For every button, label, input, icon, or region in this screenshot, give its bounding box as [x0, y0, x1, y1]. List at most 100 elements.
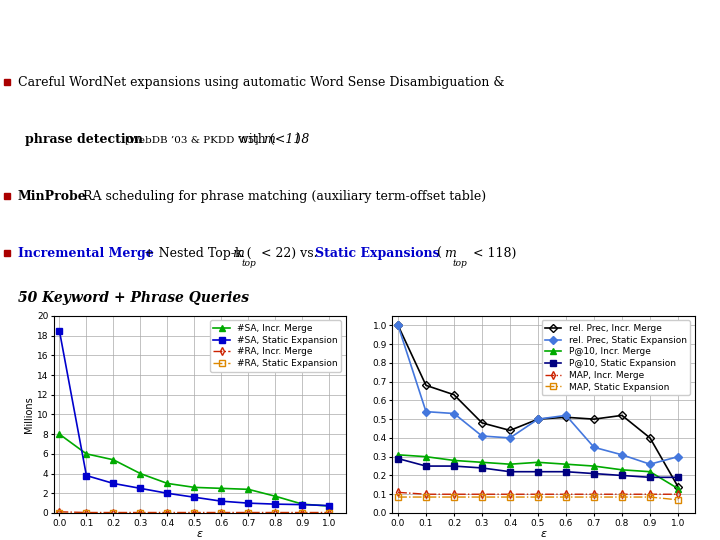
- P@10, Static Expansion: [477, 465, 486, 471]
- Text: m<118: m<118: [263, 133, 309, 146]
- rel. Prec, Static Expansion: [422, 408, 431, 415]
- #RA, Static Expansion: [244, 509, 253, 516]
- rel. Prec, Incr. Merge: [674, 483, 683, 490]
- P@10, Incr. Merge: [534, 459, 542, 465]
- P@10, Incr. Merge: [590, 463, 598, 469]
- rel. Prec, Incr. Merge: [646, 435, 654, 441]
- #RA, Incr. Merge: [271, 509, 279, 516]
- #SA, Static Expansion: [190, 494, 199, 501]
- #RA, Static Expansion: [82, 509, 91, 516]
- Text: RA scheduling for phrase matching (auxiliary term-offset table): RA scheduling for phrase matching (auxil…: [79, 190, 486, 203]
- Line: P@10, Incr. Merge: P@10, Incr. Merge: [395, 452, 681, 491]
- MAP, Incr. Merge: [590, 491, 598, 497]
- P@10, Incr. Merge: [674, 485, 683, 492]
- Text: with (: with (: [234, 133, 275, 146]
- rel. Prec, Incr. Merge: [477, 420, 486, 426]
- Text: Static Expansions: Static Expansions: [315, 247, 440, 260]
- rel. Prec, Static Expansion: [450, 410, 459, 417]
- P@10, Static Expansion: [394, 455, 402, 462]
- P@10, Incr. Merge: [505, 461, 514, 468]
- #RA, Incr. Merge: [82, 509, 91, 516]
- MAP, Static Expansion: [450, 494, 459, 500]
- Text: top: top: [241, 259, 256, 268]
- rel. Prec, Static Expansion: [534, 416, 542, 422]
- Text: m: m: [233, 247, 244, 260]
- X-axis label: ε: ε: [197, 529, 203, 539]
- MAP, Incr. Merge: [562, 491, 570, 497]
- #RA, Static Expansion: [109, 509, 118, 516]
- P@10, Incr. Merge: [450, 457, 459, 464]
- #SA, Incr. Merge: [190, 484, 199, 491]
- #RA, Incr. Merge: [325, 509, 333, 516]
- Legend: #SA, Incr. Merge, #SA, Static Expansion, #RA, Incr. Merge, #RA, Static Expansion: #SA, Incr. Merge, #SA, Static Expansion,…: [210, 320, 341, 372]
- rel. Prec, Static Expansion: [646, 461, 654, 468]
- #SA, Static Expansion: [298, 501, 307, 508]
- rel. Prec, Incr. Merge: [422, 382, 431, 389]
- rel. Prec, Static Expansion: [477, 433, 486, 439]
- Text: top: top: [453, 259, 467, 268]
- rel. Prec, Static Expansion: [505, 435, 514, 441]
- Text: phrase detection: phrase detection: [25, 133, 148, 146]
- Text: Careful WordNet expansions using automatic Word Sense Disambiguation &: Careful WordNet expansions using automat…: [18, 76, 505, 89]
- MAP, Incr. Merge: [450, 491, 459, 497]
- rel. Prec, Static Expansion: [394, 322, 402, 328]
- Line: P@10, Static Expansion: P@10, Static Expansion: [395, 456, 681, 480]
- Text: (: (: [433, 247, 442, 260]
- MAP, Static Expansion: [674, 497, 683, 503]
- rel. Prec, Static Expansion: [674, 454, 683, 460]
- #SA, Incr. Merge: [325, 503, 333, 509]
- rel. Prec, Incr. Merge: [590, 416, 598, 422]
- MAP, Incr. Merge: [422, 491, 431, 497]
- #SA, Static Expansion: [109, 480, 118, 487]
- #RA, Incr. Merge: [217, 509, 226, 516]
- #SA, Static Expansion: [163, 490, 172, 497]
- #SA, Incr. Merge: [55, 431, 64, 437]
- #RA, Incr. Merge: [55, 509, 64, 515]
- MAP, Static Expansion: [590, 494, 598, 500]
- Text: < 118): < 118): [473, 247, 516, 260]
- Y-axis label: Millions: Millions: [24, 396, 34, 433]
- P@10, Incr. Merge: [646, 469, 654, 475]
- Line: rel. Prec, Incr. Merge: rel. Prec, Incr. Merge: [395, 322, 681, 489]
- MAP, Incr. Merge: [477, 491, 486, 497]
- #RA, Incr. Merge: [244, 509, 253, 516]
- #SA, Incr. Merge: [298, 501, 307, 508]
- MAP, Static Expansion: [477, 494, 486, 500]
- #SA, Incr. Merge: [217, 485, 226, 491]
- rel. Prec, Incr. Merge: [394, 322, 402, 328]
- Text: TREC Robust: Dynamic vs. Static Query Expansion: TREC Robust: Dynamic vs. Static Query Ex…: [11, 16, 602, 36]
- Text: Incremental Merge: Incremental Merge: [18, 247, 154, 260]
- #SA, Incr. Merge: [163, 480, 172, 487]
- rel. Prec, Incr. Merge: [505, 427, 514, 434]
- Line: MAP, Static Expansion: MAP, Static Expansion: [395, 494, 681, 503]
- P@10, Static Expansion: [590, 470, 598, 477]
- P@10, Static Expansion: [422, 463, 431, 469]
- #SA, Incr. Merge: [136, 470, 145, 477]
- P@10, Static Expansion: [674, 474, 683, 481]
- Line: #RA, Static Expansion: #RA, Static Expansion: [57, 510, 332, 515]
- #SA, Incr. Merge: [109, 456, 118, 463]
- Text: ): ): [295, 133, 300, 146]
- MAP, Static Expansion: [646, 494, 654, 500]
- #RA, Static Expansion: [136, 509, 145, 516]
- #SA, Static Expansion: [271, 501, 279, 508]
- Text: MinProbe: MinProbe: [18, 190, 86, 203]
- #SA, Incr. Merge: [82, 450, 91, 457]
- #RA, Incr. Merge: [190, 509, 199, 516]
- P@10, Static Expansion: [646, 474, 654, 481]
- #SA, Incr. Merge: [271, 493, 279, 500]
- #RA, Static Expansion: [163, 509, 172, 516]
- Text: m: m: [444, 247, 456, 260]
- #RA, Static Expansion: [217, 509, 226, 516]
- #SA, Static Expansion: [325, 502, 333, 509]
- P@10, Incr. Merge: [422, 454, 431, 460]
- rel. Prec, Static Expansion: [618, 451, 626, 458]
- MAP, Static Expansion: [394, 494, 402, 500]
- X-axis label: ε: ε: [541, 529, 546, 539]
- P@10, Static Expansion: [450, 463, 459, 469]
- MAP, Incr. Merge: [618, 491, 626, 497]
- #RA, Incr. Merge: [136, 509, 145, 516]
- Text: + Nested Top-k (: + Nested Top-k (: [140, 247, 252, 260]
- rel. Prec, Incr. Merge: [618, 412, 626, 418]
- Line: #RA, Incr. Merge: #RA, Incr. Merge: [57, 509, 332, 515]
